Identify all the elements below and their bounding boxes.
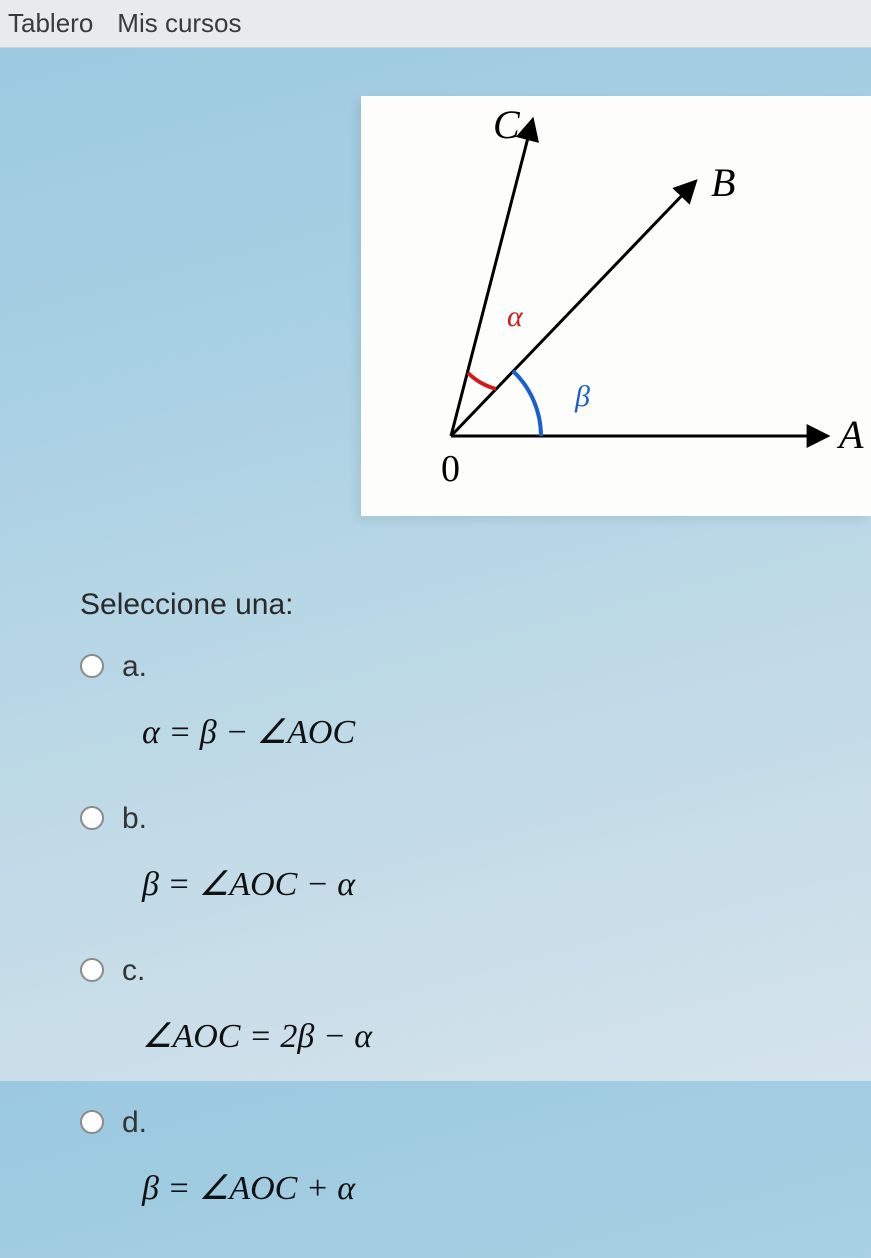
- question-block: Seleccione una: a. α = β − ∠AOC b. β = ∠…: [80, 588, 831, 1258]
- beta-arc: [513, 371, 541, 436]
- label-B: B: [711, 160, 735, 205]
- option-d[interactable]: d. β = ∠AOC + α: [80, 1106, 831, 1208]
- option-letter: b.: [122, 802, 162, 836]
- radio-d[interactable]: [80, 1110, 104, 1134]
- option-formula: β = ∠AOC − α: [142, 864, 355, 904]
- alpha-arc: [468, 373, 496, 389]
- option-letter: d.: [122, 1106, 162, 1140]
- radio-a[interactable]: [80, 654, 104, 678]
- label-C: C: [493, 102, 521, 147]
- option-a[interactable]: a. α = β − ∠AOC: [80, 650, 831, 752]
- radio-b[interactable]: [80, 806, 104, 830]
- nav-tablero[interactable]: Tablero: [8, 8, 93, 39]
- label-beta: β: [574, 380, 590, 413]
- question-prompt: Seleccione una:: [80, 588, 831, 622]
- option-letter: c.: [122, 954, 162, 988]
- option-formula: ∠AOC = 2β − α: [142, 1016, 372, 1056]
- option-c[interactable]: c. ∠AOC = 2β − α: [80, 954, 831, 1056]
- label-alpha: α: [507, 300, 524, 333]
- option-formula: α = β − ∠AOC: [142, 712, 355, 752]
- label-origin: 0: [441, 448, 460, 490]
- nav-mis-cursos[interactable]: Mis cursos: [117, 8, 241, 39]
- radio-c[interactable]: [80, 958, 104, 982]
- ray-OB: [451, 186, 691, 436]
- content-area: C B A 0 α β Seleccione una: a. α = β − ∠…: [0, 48, 871, 1081]
- top-nav: Tablero Mis cursos: [0, 0, 871, 48]
- label-A: A: [836, 412, 864, 457]
- option-letter: a.: [122, 650, 162, 684]
- angle-diagram: C B A 0 α β: [361, 96, 871, 516]
- option-b[interactable]: b. β = ∠AOC − α: [80, 802, 831, 904]
- option-formula: β = ∠AOC + α: [142, 1168, 355, 1208]
